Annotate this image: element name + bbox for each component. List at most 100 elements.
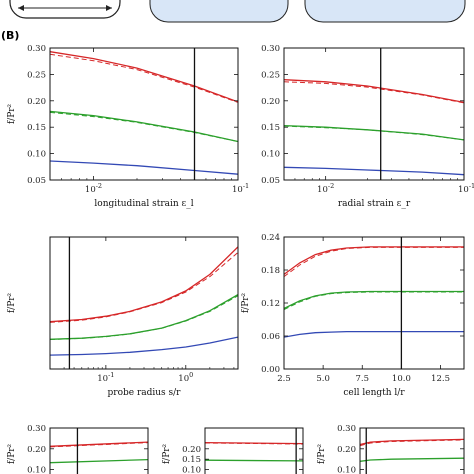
y-tick-label: 0.05 [261,176,280,186]
x-tick-label: 10.0 [392,374,411,384]
y-tick-label: 0.15 [27,123,46,133]
schematic-arrowhead-right [106,5,112,11]
y-tick-label: 0.00 [261,365,280,375]
series-line-5 [50,336,238,356]
series-line-5 [284,330,464,338]
plot-frame [49,427,149,474]
y-tick-label: 0.05 [27,176,46,186]
series-line-2 [284,81,464,104]
y-axis-label: f/Pr² [317,443,327,464]
y-tick-label: 0.30 [337,424,356,434]
chart-panel-7: 0.10 0.20 0.30 f/Pr² [317,424,465,474]
plot-area [205,428,303,474]
y-tick-label: 0.06 [261,332,280,342]
plot-area [360,428,464,474]
chart-panel-6: 0.100.150.20 f/Pr² [162,427,304,474]
y-tick-label: 0.15 [182,455,201,465]
x-tick-label: 100 [178,371,193,384]
series-line-2 [50,442,148,448]
series-line-5 [50,160,238,175]
plot-frame [283,47,465,181]
plot-area [50,428,148,474]
series-line-3 [50,110,238,143]
y-tick-label: 0.20 [27,97,46,107]
series-line-4 [50,295,238,340]
plot-frame [359,427,465,474]
plot-area [50,48,238,180]
schematic-cell-blue-1 [149,0,289,23]
series-line-2 [50,252,238,323]
x-tick-label: 10-2 [317,182,334,195]
series-line-1 [360,438,464,446]
x-tick-label: 2.5 [277,374,291,384]
schematic-cell-blue-2 [304,0,466,23]
plot-frame [49,236,239,370]
x-tick-label: 7.5 [355,374,369,384]
series-line-5 [284,166,464,176]
y-tick-label: 0.10 [27,150,46,160]
chart-panel-4: 0.00 0.06 0.12 0.18 0.24 2.5 5.0 7.5 10.0 12.5 cel… [241,233,465,398]
x-tick-label: 10-1 [97,371,114,384]
y-tick-label: 0.15 [261,123,280,133]
series-line-2 [284,246,464,278]
x-tick-label: 12.5 [431,374,450,384]
series-line-4 [284,291,464,311]
series-line-3 [50,458,148,464]
plot-area [50,237,238,369]
series-line-2 [205,442,303,445]
series-line-3 [284,290,464,310]
y-tick-label: 0.20 [337,445,356,455]
y-tick-label: 0.25 [261,70,280,80]
x-axis-label: longitudinal strain ε_l [94,199,193,209]
series-line-1 [50,51,238,103]
y-tick-label: 0.12 [261,299,280,309]
y-axis-label: f/Pr² [162,443,172,464]
series-line-2 [50,53,238,103]
y-axis-label: f/Pr² [241,292,251,313]
x-tick-label: 10-1 [232,182,249,195]
series-line-4 [50,111,238,142]
y-tick-label: 0.18 [261,266,280,276]
y-tick-label: 0.30 [261,44,280,54]
y-tick-label: 0.20 [27,445,46,455]
y-axis-label: f/Pr² [7,103,17,124]
x-axis-label: radial strain ε_r [338,199,411,209]
x-tick-label: 5.0 [316,374,330,384]
series-line-2 [360,439,464,447]
chart-panel-2: 0.05 0.10 0.15 0.20 0.25 0.30 10-2 10-1 radial s… [261,44,474,209]
y-tick-label: 0.10 [27,466,46,474]
series-line-3 [205,459,303,462]
plot-frame [49,47,239,181]
y-tick-label: 0.10 [337,466,356,474]
chart-panel-3: 10-1 100 probe radius s/r f/Pr² [7,236,239,398]
x-tick-label: 10-2 [85,182,102,195]
series-line-1 [50,246,238,323]
series-line-3 [284,124,464,141]
series-line-4 [284,125,464,141]
y-tick-label: 0.10 [182,466,201,474]
y-tick-label: 0.10 [261,150,280,160]
plot-area [284,237,464,369]
panel-label: (B) [1,29,19,42]
y-axis-label: f/Pr² [7,292,17,313]
y-tick-label: 0.30 [27,44,46,54]
schematic-cell-outline [9,0,121,19]
y-tick-label: 0.25 [27,70,46,80]
schematic-arrowhead-left [18,5,24,11]
plot-area [284,48,464,180]
x-axis-label: cell length l/r [343,388,405,398]
schematic-strip [9,0,466,23]
x-tick-label: 10-1 [458,182,474,195]
series-line-3 [50,294,238,340]
y-axis-label: f/Pr² [7,443,17,464]
series-line-1 [50,441,148,447]
chart-panel-1: 0.05 0.10 0.15 0.20 0.25 0.30 10-2 10-1 longitud… [7,44,249,209]
y-tick-label: 0.20 [261,97,280,107]
y-tick-label: 0.20 [182,445,201,455]
x-axis-label: probe radius s/r [108,388,182,398]
plot-frame [204,427,304,474]
series-line-3 [360,457,464,462]
y-tick-label: 0.24 [261,233,280,243]
series-line-1 [284,246,464,275]
